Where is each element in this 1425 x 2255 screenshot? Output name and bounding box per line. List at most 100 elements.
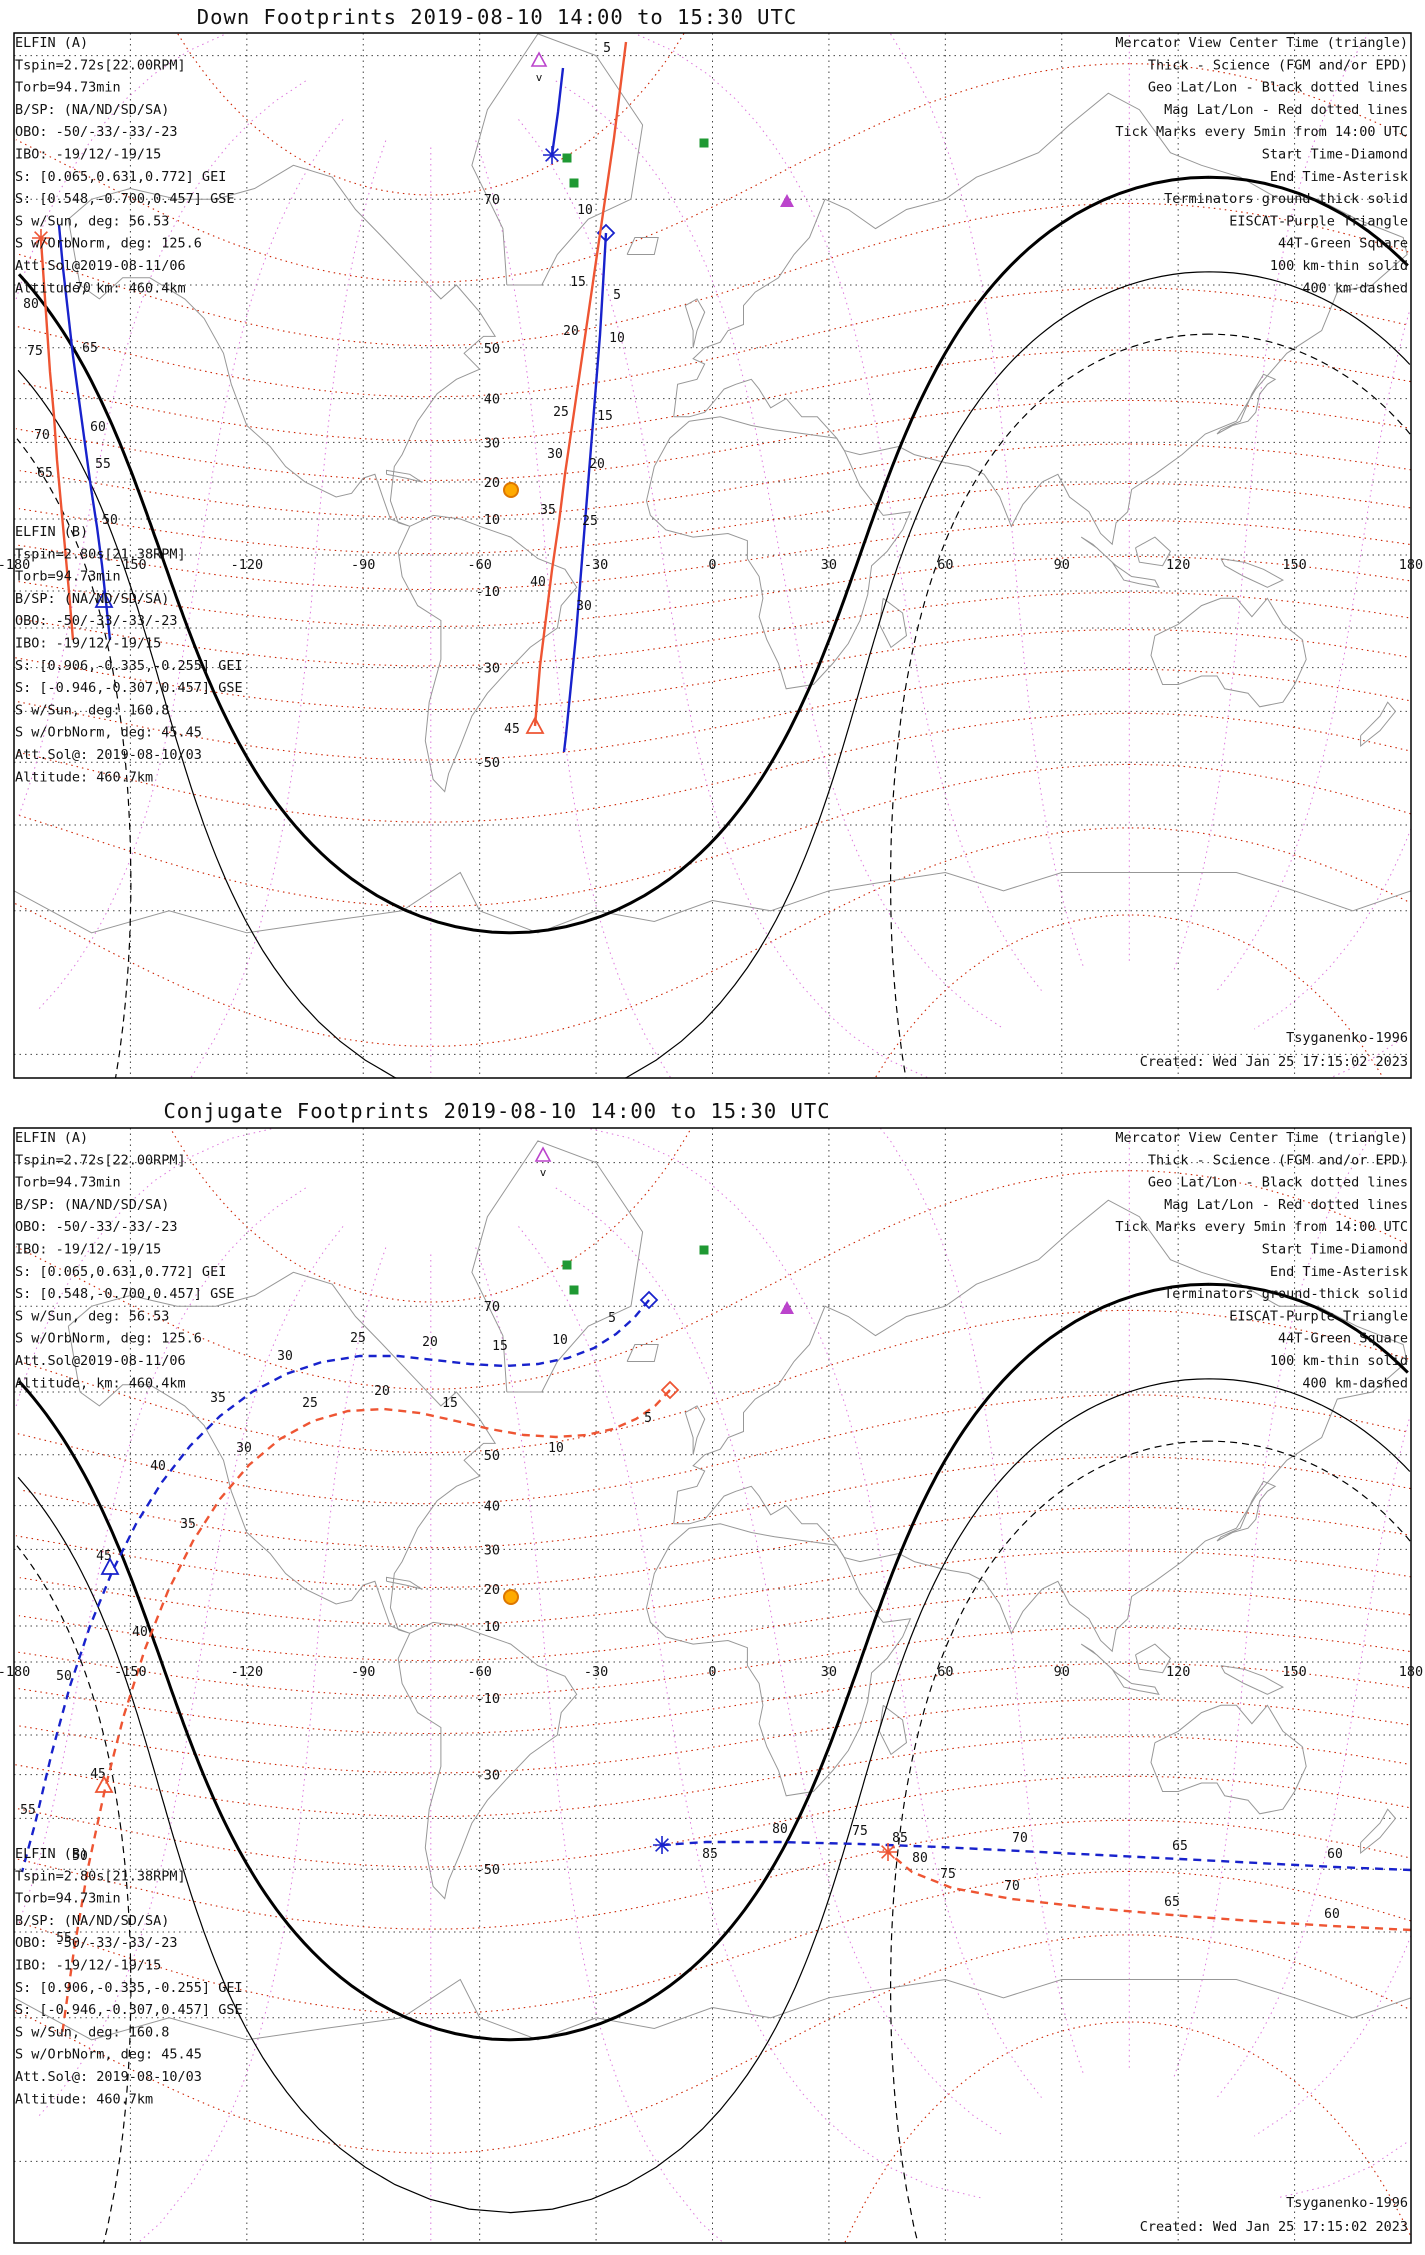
track-minute-tick-label: 5: [644, 1411, 652, 1426]
created-label-bottom: Created: Wed Jan 25 17:15:02 2023: [1140, 2219, 1408, 2235]
latitude-axis-label: -10: [476, 584, 500, 600]
elfin-a-params-line: OBO: -50/-33/-33/-23: [15, 124, 178, 140]
track-minute-tick-label: 5: [613, 288, 621, 303]
mag-latitude-line: [18, 519, 1410, 591]
track-minute-tick-label: 30: [547, 447, 563, 462]
mag-latitude-line: [15, 63, 1407, 283]
end-time-asterisk-marker: [32, 229, 50, 247]
elfin-b-params-line: S: [-0.946,-0.307,0.457] GSE: [15, 2002, 243, 2018]
track-minute-tick-label: 50: [72, 1849, 88, 1864]
center-time-triangle-marker: [94, 1775, 114, 1793]
mag-latitude-line: [18, 763, 1411, 908]
longitude-axis-label: 180: [1399, 1664, 1423, 1680]
created-label-top: Created: Wed Jan 25 17:15:02 2023: [1140, 1054, 1408, 1070]
coastline: [1360, 1808, 1397, 1855]
station-44t-green-square-icon: [569, 1285, 579, 1295]
coastline: [1216, 1480, 1277, 1542]
end-time-asterisk-marker: [653, 1836, 671, 1854]
view-center-time-triangle-icon: [534, 1146, 552, 1162]
coastline: [878, 1704, 908, 1756]
track-minute-tick-label: 45: [504, 722, 520, 737]
coastline: [1220, 558, 1285, 588]
coastline: [471, 1140, 644, 1393]
latitude-axis-label: 20: [484, 475, 500, 491]
longitude-axis-label: 0: [708, 1664, 716, 1680]
elfin-a-params-line: Tspin=2.72s[22.00RPM]: [15, 1152, 186, 1168]
track-minute-tick-label: 20: [563, 324, 579, 339]
track-minute-tick-label: 70: [1004, 1879, 1020, 1894]
mag-latitude-line: [169, 1128, 692, 1303]
legend-line: Tick Marks every 5min from 14:00 UTC: [1115, 124, 1408, 140]
latitude-axis-label: 30: [484, 435, 500, 451]
terminator-100km-line: [17, 1378, 1411, 2214]
track-minute-tick-label: 10: [548, 1441, 564, 1456]
view-center-v-label: v: [540, 1166, 547, 1179]
track-minute-tick-label: 65: [37, 466, 53, 481]
elfin-b-params-line: Tspin=2.80s[21.38RPM]: [15, 546, 186, 562]
track-minute-tick-label: 15: [442, 1396, 458, 1411]
coastline: [1360, 701, 1397, 748]
mag-latitude-line: [14, 1394, 1406, 1505]
station-44t-green-square-icon: [562, 153, 572, 163]
coastline: [626, 1344, 659, 1362]
longitude-axis-label: 60: [937, 557, 953, 573]
mag-latitude-line: [18, 1870, 1411, 2015]
mag-latitude-line: [15, 1819, 1408, 1930]
map-frame: [13, 1127, 1412, 2244]
coastline: [1135, 536, 1172, 567]
elfin-b-params-line: ELFIN (B): [15, 1846, 88, 1862]
asterisk-spoke: [34, 231, 48, 245]
track-minute-tick-label: 20: [589, 457, 605, 472]
track-minute-tick-label: 80: [912, 1851, 928, 1866]
elfin-a-params-line: B/SP: (NA/ND/SD/SA): [15, 1197, 169, 1213]
longitude-axis-label: -150: [114, 557, 147, 573]
latitude-axis-label: 40: [484, 392, 500, 408]
elfin-a-params-line: IBO: -19/12/-19/15: [15, 1242, 161, 1258]
legend-line: Geo Lat/Lon - Black dotted lines: [1148, 1175, 1408, 1191]
longitude-axis-label: -30: [584, 1664, 608, 1680]
end-time-asterisk-marker: [543, 146, 561, 164]
station-44t-green-square-icon: [699, 138, 709, 148]
mag-latitude-line: [17, 202, 1409, 347]
track-minute-tick-label: 55: [95, 457, 111, 472]
legend-line: EISCAT-Purple Triangle: [1229, 213, 1408, 229]
coastline: [386, 1576, 422, 1590]
legend-line: EISCAT-Purple Triangle: [1229, 1308, 1408, 1324]
longitude-axis-label: 60: [937, 1664, 953, 1680]
elfin-b-params-line: S w/OrbNorm, deg: 45.45: [15, 2047, 202, 2063]
coastline: [1216, 373, 1277, 435]
longitude-axis-label: 150: [1282, 557, 1306, 573]
eiscat-purple-triangle-icon: [780, 1301, 794, 1314]
center-time-triangle-marker: [100, 1557, 120, 1575]
elfin-a-footprint-track: [57, 224, 112, 641]
elfin-a-params-line: S: [0.548,-0.700,0.457] GSE: [15, 191, 234, 207]
longitude-axis-label: 90: [1054, 1664, 1070, 1680]
elfin-b-params-line: S: [-0.946,-0.307,0.457] GSE: [15, 680, 243, 696]
track-minute-tick-label: 20: [374, 1384, 390, 1399]
track-minute-tick-label: 5: [608, 1311, 616, 1326]
elfin-a-params-line: Tspin=2.72s[22.00RPM]: [15, 57, 186, 73]
track-minute-tick-label: 15: [597, 409, 613, 424]
legend-line: Mag Lat/Lon - Red dotted lines: [1164, 102, 1408, 118]
track-minute-tick-label: 40: [150, 1459, 166, 1474]
track-minute-tick-label: 65: [1164, 1895, 1180, 1910]
terminator-ground-line: [17, 175, 1409, 935]
model-label-bottom: Tsyganenko-1996: [1286, 2195, 1408, 2211]
coastline: [14, 871, 1411, 934]
longitude-axis-label: -180: [0, 1664, 30, 1680]
longitude-axis-label: -90: [351, 1664, 375, 1680]
elfin-b-params-line: B/SP: (NA/ND/SD/SA): [15, 1913, 169, 1929]
legend-line: Start Time-Diamond: [1262, 147, 1408, 163]
elfin-b-params-line: S: [0.906,-0.335,-0.255] GEI: [15, 658, 243, 674]
track-minute-tick-label: 35: [180, 1517, 196, 1532]
elfin-a-params-line: Altitude, km: 460.4km: [15, 1375, 186, 1391]
elfin-b-footprint-track: [60, 1389, 671, 2036]
mag-latitude-line: [16, 1698, 1409, 1774]
legend-line: 44T-Green Square: [1278, 236, 1408, 252]
coastline: [1080, 536, 1160, 588]
view-center-time-triangle-icon: [530, 51, 548, 67]
elfin-a-params-line: S w/OrbNorm, deg: 125.6: [15, 236, 202, 252]
elfin-a-params-line: IBO: -19/12/-19/15: [15, 147, 161, 163]
track-minute-tick-label: 80: [772, 1822, 788, 1837]
